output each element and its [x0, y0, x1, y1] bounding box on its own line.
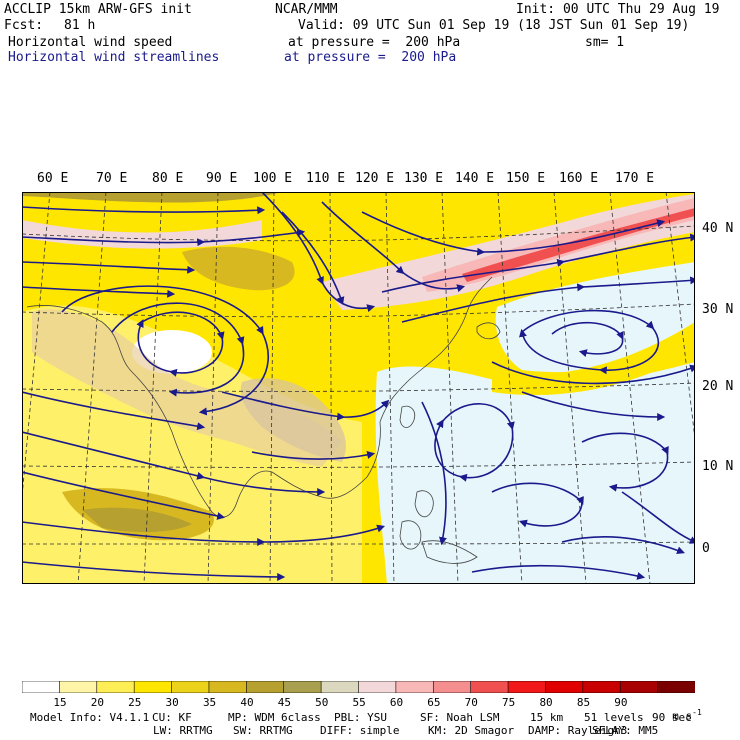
colorbar-swatch	[96, 681, 135, 693]
lon-label: 130 E	[404, 171, 444, 186]
lat-label: 40 N	[702, 221, 734, 236]
colorbar-unit-text: m s	[672, 709, 693, 723]
lon-label: 110 E	[306, 171, 346, 186]
colorbar-level-label: 75	[502, 696, 516, 709]
footer-item: SW: RRTMG	[233, 724, 293, 737]
lon-label: 170 E	[615, 171, 655, 186]
colorbar-swatch	[283, 681, 322, 693]
colorbar-level-label: 60	[389, 696, 404, 709]
map-frame	[22, 192, 695, 584]
colorbar-level-label: 40	[240, 696, 254, 709]
olive-patch-sw-dark	[82, 507, 192, 533]
colorbar-swatch	[395, 681, 435, 693]
model-title: ACCLIP 15km ARW-GFS init	[4, 2, 192, 17]
wind-streamlines	[22, 192, 695, 581]
colorbar-swatch	[507, 681, 547, 693]
footer-item: Model Info: V4.1.1	[30, 711, 150, 724]
colorbar-swatch	[171, 681, 210, 693]
forecast-hours: 81 h	[64, 18, 96, 33]
field2-name: Horizontal wind streamlines	[8, 50, 220, 65]
olive-patch-center	[182, 246, 295, 291]
lat-label: 0	[702, 541, 710, 556]
colorbar-level-label: 90	[614, 696, 628, 709]
footer-item: MP: WDM 6class	[228, 711, 321, 724]
olive-patch-nw	[22, 192, 282, 203]
lat-label: 10 N	[702, 459, 734, 474]
field2-level: at pressure = 200 hPa	[284, 50, 457, 65]
colorbar-swatch	[246, 681, 285, 693]
lat-label: 20 N	[702, 379, 734, 394]
colorbar-level-label: 85	[576, 696, 591, 709]
lon-label: 120 E	[355, 171, 395, 186]
field1-name: Horizontal wind speed	[8, 35, 173, 50]
colorbar-level-label: 65	[427, 696, 441, 709]
field1-level: at pressure = 200 hPa	[288, 35, 461, 50]
footer-item: PBL: YSU	[334, 711, 387, 724]
lon-label: 100 E	[253, 171, 293, 186]
colorbar-level-label: 25	[128, 696, 142, 709]
colorbar	[22, 681, 695, 693]
colorbar-swatch	[22, 681, 61, 693]
colorbar-level-label: 15	[53, 696, 67, 709]
colorbar-swatch	[657, 681, 695, 693]
forecast-label: Fcst:	[4, 18, 44, 33]
institution-label: NCAR/MMM	[275, 2, 338, 17]
colorbar-level-label: 55	[352, 696, 366, 709]
lon-label: 60 E	[37, 171, 69, 186]
footer-item: KM: 2D Smagor	[428, 724, 515, 737]
footer-item: 51 levels	[584, 711, 644, 724]
footer-item: SF: Noah LSM	[420, 711, 500, 724]
colorbar-level-label: 45	[277, 696, 291, 709]
footer-item: 90 sec	[652, 711, 692, 724]
footer-item: DIFF: simple	[320, 724, 400, 737]
colorbar-swatch	[208, 681, 248, 693]
colorbar-unit: m s-1	[659, 695, 702, 723]
lon-label: 80 E	[152, 171, 184, 186]
colorbar-swatch	[582, 681, 622, 693]
smoothing-label: sm= 1	[585, 35, 625, 50]
colorbar-swatch	[545, 681, 584, 693]
lon-label: 140 E	[455, 171, 495, 186]
footer-item: SFLAY: MM5	[592, 724, 659, 737]
init-time: Init: 00 UTC Thu 29 Aug 19	[516, 2, 720, 17]
footer-item: LW: RRTMG	[153, 724, 213, 737]
colorbar-level-label: 80	[539, 696, 553, 709]
footer-item: CU: KF	[152, 711, 192, 724]
footer-item: DAMP: Rayleigh3	[528, 724, 628, 737]
colorbar-swatch	[432, 681, 472, 693]
colorbar-unit-exp: -1	[692, 708, 702, 717]
footer-item: 15 km	[530, 711, 564, 724]
colorbar-level-label: 35	[202, 696, 217, 709]
land-tan-tibet	[240, 378, 346, 462]
colorbar-level-label: 20	[90, 696, 105, 709]
wind-speed-map	[22, 192, 695, 584]
colorbar-swatch	[59, 681, 98, 693]
wind-speed-low-region	[375, 362, 695, 584]
colorbar-swatch	[358, 681, 397, 693]
colorbar-swatch	[619, 681, 659, 693]
valid-time: Valid: 09 UTC Sun 01 Sep 19 (18 JST Sun …	[298, 18, 690, 33]
colorbar-swatch	[320, 681, 360, 693]
lon-label: 150 E	[506, 171, 546, 186]
lon-label: 90 E	[206, 171, 238, 186]
lon-label: 70 E	[96, 171, 128, 186]
lon-label: 160 E	[559, 171, 599, 186]
wind-speed-ne-band	[492, 322, 695, 396]
colorbar-swatch	[470, 681, 509, 693]
colorbar-level-label: 30	[165, 696, 179, 709]
colorbar-level-label: 70	[464, 696, 478, 709]
graticule	[22, 192, 695, 584]
colorbar-level-label: 50	[315, 696, 329, 709]
colorbar-swatch	[133, 681, 173, 693]
lat-label: 30 N	[702, 302, 734, 317]
